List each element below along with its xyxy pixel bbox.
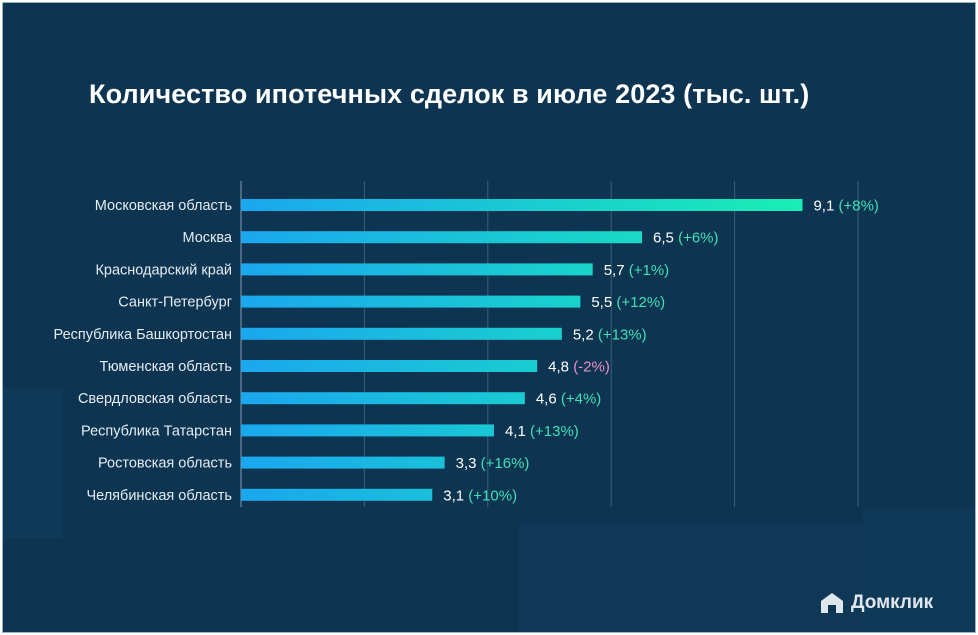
value-label: 6,5	[653, 230, 678, 247]
value-label: 9,1	[813, 198, 838, 215]
category-label: Ростовская область	[98, 456, 232, 472]
value-label: 5,5	[591, 294, 616, 311]
category-label: Челябинская область	[86, 488, 232, 504]
background-decoration	[3, 388, 63, 538]
change-label: (+16%)	[481, 455, 530, 472]
data-label: 5,2 (+13%)	[573, 326, 647, 343]
bar	[241, 360, 538, 372]
value-label: 4,6	[536, 391, 561, 408]
bar	[241, 392, 525, 405]
bar	[241, 199, 803, 211]
chart-title: Количество ипотечных сделок в июле 2023 …	[89, 79, 810, 109]
brand-logo: Домклик	[819, 591, 933, 615]
data-label: 5,7 (+1%)	[604, 262, 669, 279]
value-label: 4,1	[505, 423, 530, 440]
value-label: 4,8	[548, 359, 573, 376]
change-label: (+10%)	[468, 487, 517, 504]
bar	[241, 295, 581, 308]
change-label: (-2%)	[573, 359, 610, 376]
house-icon	[821, 593, 843, 613]
change-label: (+12%)	[616, 294, 665, 311]
value-label: 3,3	[456, 455, 481, 472]
data-label: 5,5 (+12%)	[591, 294, 665, 311]
data-label: 4,1 (+13%)	[505, 423, 579, 440]
change-label: (+13%)	[598, 326, 647, 343]
change-label: (+13%)	[530, 423, 579, 440]
value-label: 5,7	[604, 262, 629, 279]
bar	[241, 488, 433, 501]
value-label: 3,1	[443, 487, 468, 504]
data-label: 9,1 (+8%)	[813, 198, 878, 215]
bar	[241, 231, 643, 244]
logo-text: Домклик	[851, 592, 934, 613]
bar	[241, 263, 593, 276]
category-label: Москва	[182, 230, 232, 246]
data-label: 4,6 (+4%)	[536, 391, 601, 408]
data-label: 6,5 (+6%)	[653, 230, 718, 247]
change-label: (+1%)	[629, 262, 669, 279]
bar	[241, 327, 562, 340]
change-label: (+8%)	[839, 198, 879, 215]
bar	[241, 456, 445, 469]
change-label: (+4%)	[561, 391, 601, 408]
bar-chart: Московская область 9,1 (+8%) Москва 6,5 (+6…	[54, 181, 879, 507]
background-decoration	[863, 508, 975, 632]
category-label: Московская область	[95, 198, 232, 214]
value-label: 5,2	[573, 326, 598, 343]
data-label: 4,8 (-2%)	[548, 359, 610, 376]
change-label: (+6%)	[678, 230, 718, 247]
category-label: Санкт-Петербург	[118, 295, 232, 311]
category-label: Краснодарский край	[95, 262, 232, 278]
bar	[241, 424, 494, 437]
category-label: Тюменская область	[99, 359, 232, 375]
category-label: Республика Татарстан	[81, 423, 232, 439]
data-label: 3,1 (+10%)	[443, 487, 517, 504]
data-label: 3,3 (+16%)	[456, 455, 530, 472]
category-label: Свердловская область	[78, 391, 232, 407]
category-label: Республика Башкортостан	[54, 327, 232, 343]
